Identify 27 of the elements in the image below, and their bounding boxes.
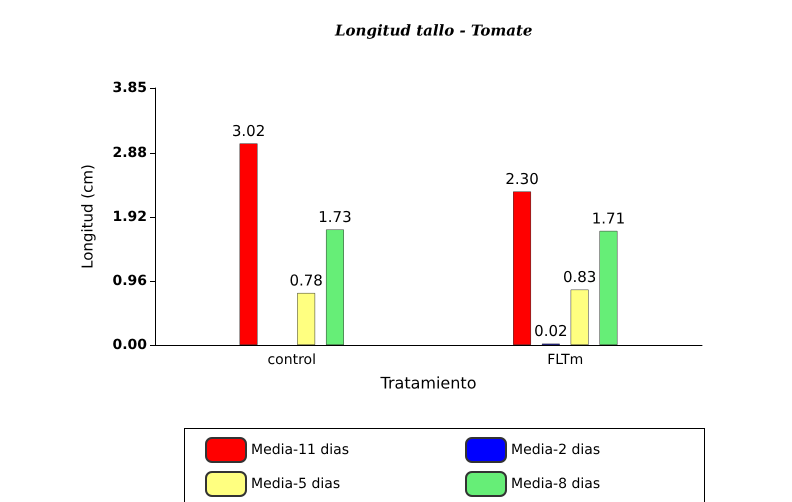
y-axis-title: Longitud (cm) — [78, 164, 96, 269]
data-label: 3.02 — [232, 122, 266, 140]
chart-title: Longitud tallo - Tomate — [334, 22, 532, 40]
y-tick-label: 0.00 — [112, 337, 148, 353]
legend-label: Media-8 dias — [511, 476, 600, 492]
y-tick-label: 2.88 — [112, 144, 147, 161]
data-label: 0.78 — [289, 271, 323, 290]
bar — [513, 191, 532, 345]
bar — [570, 290, 589, 345]
data-label: 0.83 — [562, 268, 596, 286]
legend-label: Media-5 dias — [251, 476, 340, 492]
x-tick-label: control — [267, 352, 316, 368]
data-label: 2.30 — [505, 170, 539, 188]
x-tick-label: FLTm — [547, 352, 584, 368]
legend-label: Media-2 dias — [511, 442, 600, 458]
data-label: 1.73 — [318, 208, 352, 226]
y-tick-label: 3.85 — [112, 80, 147, 96]
data-label: 0.02 — [534, 322, 568, 340]
legend-label: Media-11 dias — [251, 442, 350, 458]
bar — [599, 230, 618, 345]
bar — [240, 143, 258, 345]
x-axis-title: Tratamiento — [380, 374, 476, 392]
y-tick-label: 0.96 — [112, 272, 147, 289]
bar — [326, 230, 344, 345]
bar — [297, 292, 316, 345]
y-tick-label: 1.92 — [112, 208, 147, 225]
data-label: 1.71 — [592, 209, 626, 228]
